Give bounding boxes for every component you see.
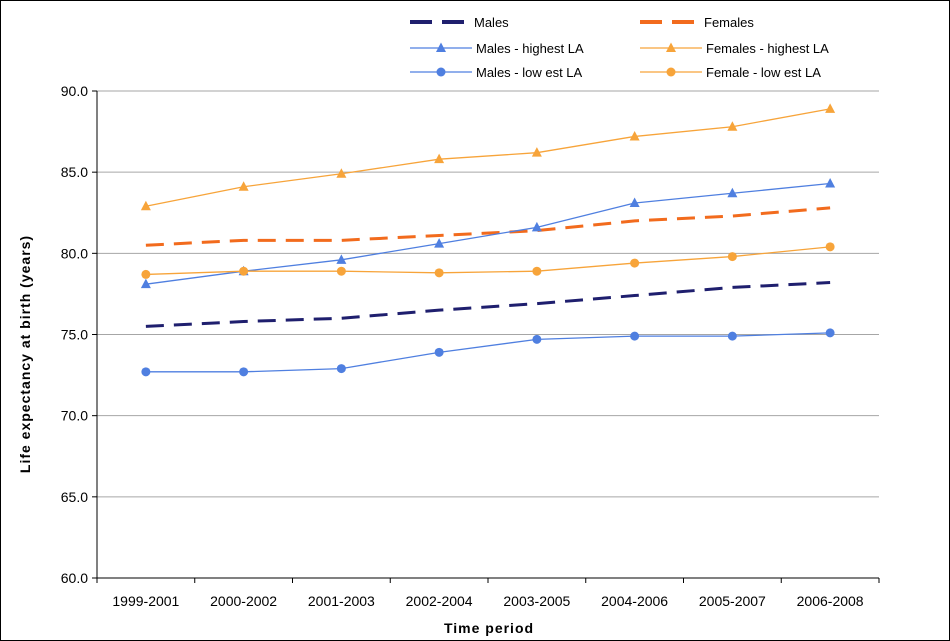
legend: Males Females Males - highest LA Females - … bbox=[410, 15, 829, 80]
data-point bbox=[336, 168, 347, 178]
legend-marker bbox=[436, 42, 446, 52]
data-point bbox=[825, 178, 836, 188]
legend-entry: Males - low est LA bbox=[410, 65, 583, 80]
data-point bbox=[239, 367, 249, 377]
series-line bbox=[145, 246, 831, 276]
x-tick-label: 2004-2006 bbox=[601, 593, 668, 609]
data-point bbox=[239, 266, 249, 276]
data-point bbox=[630, 331, 640, 341]
legend-label: Females - highest LA bbox=[706, 41, 829, 56]
y-tick-label: 60.0 bbox=[61, 570, 88, 586]
x-tick-label: 2003-2005 bbox=[503, 593, 570, 609]
gridlines bbox=[97, 90, 879, 498]
data-point bbox=[825, 328, 835, 338]
series-female-low-est-la bbox=[141, 242, 835, 279]
data-point bbox=[532, 334, 542, 344]
legend-label: Males bbox=[474, 15, 509, 30]
series-line bbox=[145, 281, 831, 328]
series-line bbox=[145, 206, 831, 247]
x-axis-title: Time period bbox=[444, 620, 534, 636]
data-point bbox=[434, 268, 444, 278]
data-point bbox=[629, 197, 640, 208]
legend-entry: Females bbox=[640, 15, 754, 30]
legend-marker bbox=[436, 67, 446, 77]
series-females bbox=[145, 206, 831, 247]
legend-label: Females bbox=[704, 15, 754, 30]
y-axis-title: Life expectancy at birth (years) bbox=[17, 235, 33, 473]
series-line bbox=[145, 108, 831, 207]
y-tick-label: 70.0 bbox=[61, 408, 88, 424]
legend-marker bbox=[666, 42, 676, 52]
data-point bbox=[825, 103, 836, 113]
data-point bbox=[531, 221, 542, 232]
x-tick-label: 2006-2008 bbox=[797, 593, 864, 609]
x-tick-label: 2000-2002 bbox=[210, 593, 277, 609]
x-tick-label: 2001-2003 bbox=[308, 593, 375, 609]
data-point bbox=[336, 364, 346, 374]
data-point bbox=[532, 266, 542, 276]
data-point bbox=[630, 258, 640, 268]
data-point bbox=[727, 121, 738, 131]
data-point bbox=[531, 147, 542, 157]
legend-entry: Female - low est LA bbox=[640, 65, 821, 80]
series-females-highest-la bbox=[140, 103, 836, 211]
data-point bbox=[141, 269, 151, 279]
legend-label: Males - highest LA bbox=[476, 41, 584, 56]
legend-label: Males - low est LA bbox=[476, 65, 583, 80]
legend-entry: Males bbox=[410, 15, 509, 30]
legend-label: Female - low est LA bbox=[706, 65, 821, 80]
x-tick-label: 2005-2007 bbox=[699, 593, 766, 609]
data-point bbox=[141, 367, 151, 377]
series-line bbox=[145, 182, 831, 285]
series-lines bbox=[140, 103, 836, 377]
legend-marker bbox=[666, 67, 676, 77]
data-point bbox=[140, 278, 151, 289]
x-tick-label: 1999-2001 bbox=[112, 593, 179, 609]
data-point bbox=[727, 187, 738, 198]
data-point bbox=[434, 153, 445, 164]
legend-entry: Males - highest LA bbox=[410, 41, 584, 56]
data-point bbox=[727, 252, 737, 262]
data-point bbox=[727, 331, 737, 341]
y-tick-label: 90.0 bbox=[61, 83, 88, 99]
data-point bbox=[336, 254, 347, 264]
data-point bbox=[434, 347, 444, 357]
data-point bbox=[629, 130, 640, 141]
axes: 60.0 65.0 70.0 75.0 80.0 85.0 90.0 1999-2001 200… bbox=[61, 83, 880, 609]
series-males bbox=[145, 281, 831, 328]
y-tick-label: 75.0 bbox=[61, 327, 88, 343]
data-point bbox=[140, 200, 151, 211]
data-point bbox=[434, 238, 445, 248]
y-tick-label: 85.0 bbox=[61, 164, 88, 180]
data-point bbox=[238, 181, 249, 191]
x-tick-label: 2002-2004 bbox=[406, 593, 473, 609]
series-line bbox=[145, 332, 831, 373]
y-tick-label: 80.0 bbox=[61, 245, 88, 261]
data-point bbox=[825, 242, 835, 252]
data-point bbox=[336, 266, 346, 276]
series-males-low-est-la bbox=[141, 328, 835, 377]
y-tick-label: 65.0 bbox=[61, 489, 88, 505]
legend-entry: Females - highest LA bbox=[640, 41, 829, 56]
